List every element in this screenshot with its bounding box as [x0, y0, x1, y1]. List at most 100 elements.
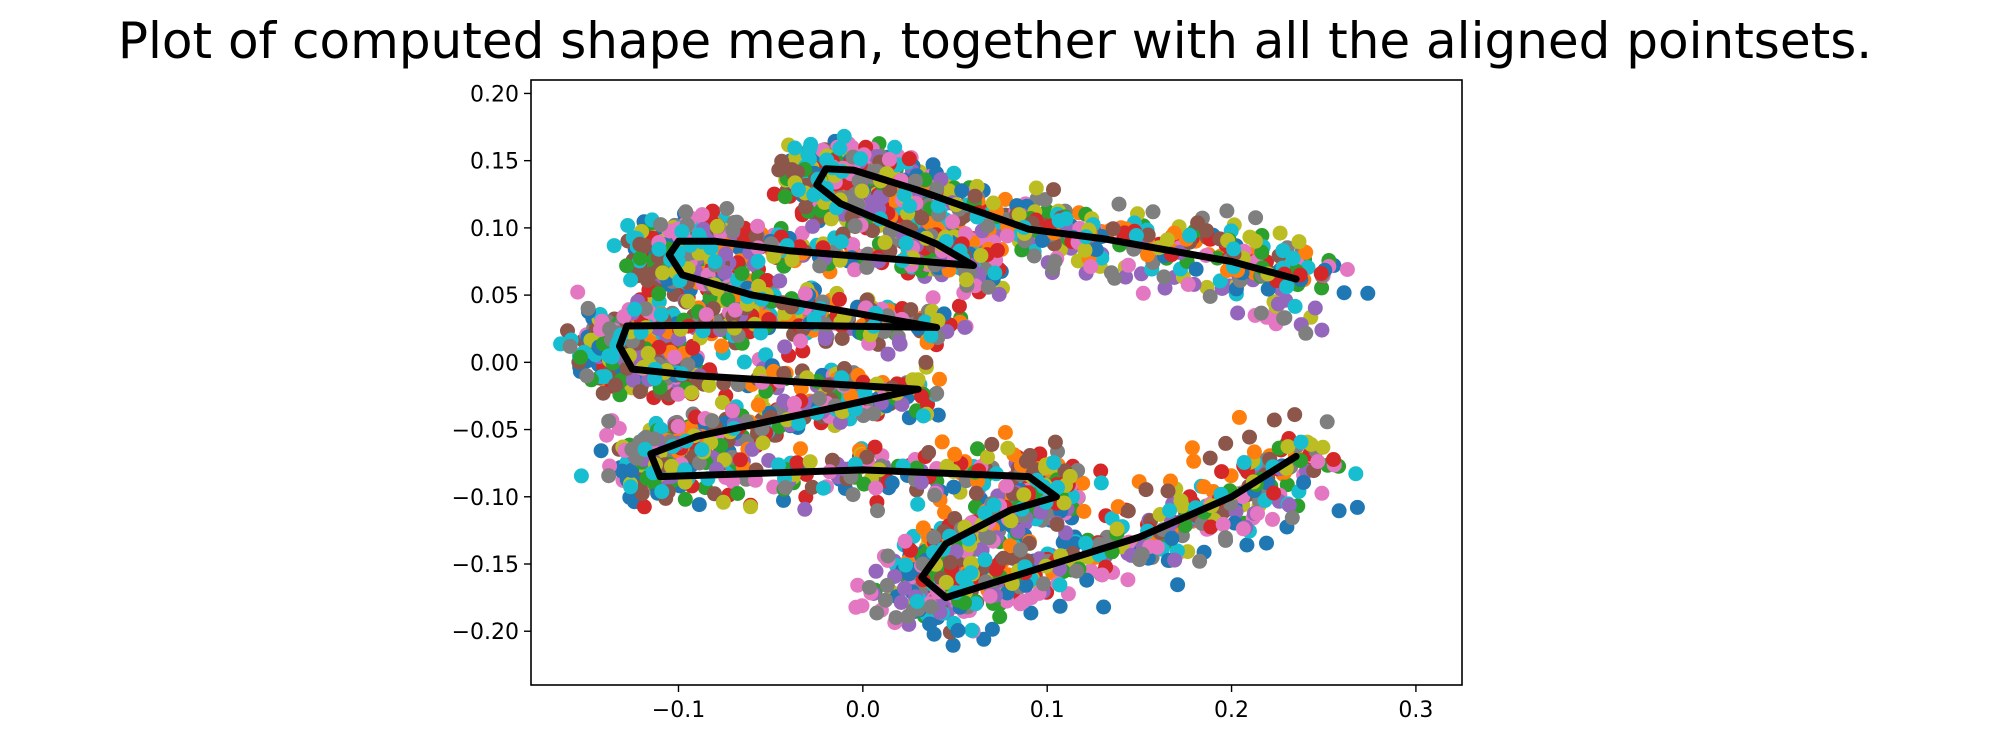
- aligned-point: [1120, 503, 1136, 519]
- aligned-point: [1134, 546, 1150, 562]
- aligned-point: [834, 331, 850, 346]
- aligned-point: [967, 188, 983, 204]
- aligned-point: [903, 302, 919, 318]
- aligned-point: [1202, 289, 1218, 304]
- aligned-point: [784, 252, 800, 268]
- aligned-point: [1049, 516, 1065, 532]
- aligned-point: [888, 610, 904, 626]
- aligned-point: [797, 501, 813, 517]
- aligned-point: [798, 199, 814, 215]
- aligned-point: [1076, 503, 1092, 519]
- aligned-point: [1287, 407, 1303, 423]
- aligned-point: [923, 599, 939, 615]
- aligned-point: [732, 452, 748, 468]
- aligned-point: [823, 211, 839, 227]
- aligned-point: [1254, 244, 1270, 260]
- aligned-point: [868, 480, 884, 496]
- aligned-point: [1003, 513, 1019, 529]
- aligned-point: [1052, 577, 1068, 593]
- aligned-point: [653, 217, 669, 233]
- aligned-point: [1167, 552, 1183, 568]
- aligned-point: [678, 204, 694, 220]
- aligned-point: [833, 234, 849, 250]
- aligned-point: [698, 307, 714, 323]
- aligned-point: [646, 431, 662, 447]
- aligned-point: [634, 486, 650, 502]
- aligned-point: [1296, 474, 1312, 490]
- aligned-point: [977, 505, 993, 521]
- aligned-point: [991, 286, 1007, 302]
- aligned-point: [984, 436, 1000, 452]
- aligned-point: [772, 273, 788, 289]
- aligned-point: [1083, 259, 1099, 275]
- aligned-point: [1093, 475, 1109, 491]
- aligned-point: [861, 580, 877, 595]
- aligned-point: [777, 189, 793, 205]
- aligned-point: [1157, 280, 1173, 296]
- aligned-point: [651, 241, 667, 257]
- aligned-point: [771, 162, 787, 178]
- y-tick-label: 0.10: [470, 217, 519, 242]
- aligned-point: [811, 391, 827, 406]
- aligned-point: [982, 588, 998, 604]
- aligned-point: [910, 496, 926, 512]
- aligned-point: [856, 476, 872, 492]
- aligned-point: [1145, 204, 1161, 220]
- aligned-point: [637, 301, 653, 317]
- aligned-point: [1140, 247, 1155, 263]
- aligned-point: [929, 385, 945, 401]
- aligned-point: [654, 484, 670, 500]
- aligned-point: [1056, 495, 1072, 511]
- aligned-point: [905, 372, 921, 388]
- aligned-point: [984, 621, 1000, 637]
- aligned-point: [651, 286, 667, 302]
- aligned-point: [925, 290, 941, 306]
- aligned-point: [1284, 510, 1300, 526]
- aligned-point: [608, 377, 623, 393]
- mean-shape-line: [616, 165, 1300, 602]
- aligned-point: [727, 302, 743, 318]
- aligned-point: [1349, 499, 1365, 515]
- aligned-point: [922, 616, 938, 632]
- aligned-point: [623, 479, 639, 495]
- aligned-point: [632, 250, 648, 266]
- aligned-point: [921, 445, 937, 460]
- aligned-point: [1047, 253, 1063, 269]
- aligned-point: [878, 592, 893, 608]
- aligned-point: [824, 452, 840, 468]
- aligned-point: [1120, 257, 1136, 273]
- aligned-point: [766, 249, 782, 265]
- aligned-point: [868, 563, 884, 579]
- aligned-point: [1173, 493, 1189, 509]
- aligned-point: [946, 479, 962, 495]
- aligned-point: [680, 293, 696, 309]
- aligned-point: [572, 349, 588, 365]
- aligned-point: [898, 557, 914, 573]
- aligned-point: [992, 609, 1008, 625]
- aligned-point: [1230, 305, 1246, 321]
- aligned-point: [880, 346, 896, 362]
- aligned-point: [1215, 516, 1231, 532]
- aligned-point: [1270, 296, 1286, 312]
- aligned-point: [854, 598, 870, 614]
- aligned-point: [1075, 475, 1091, 491]
- aligned-point: [601, 348, 617, 364]
- aligned-point: [1212, 273, 1228, 289]
- aligned-point: [859, 449, 875, 465]
- aligned-point: [1248, 210, 1264, 226]
- aligned-point: [624, 462, 640, 478]
- aligned-point: [891, 334, 907, 350]
- aligned-point: [1331, 503, 1347, 519]
- aligned-point: [707, 254, 723, 270]
- aligned-point: [847, 262, 863, 278]
- aligned-point: [1096, 599, 1112, 615]
- aligned-point: [1156, 269, 1172, 285]
- aligned-point: [879, 577, 895, 593]
- aligned-point: [836, 128, 852, 144]
- aligned-point: [1314, 485, 1330, 501]
- aligned-point: [599, 427, 615, 443]
- aligned-point: [1162, 503, 1178, 518]
- aligned-point: [927, 487, 943, 503]
- chart-title: Plot of computed shape mean, together wi…: [117, 12, 1873, 70]
